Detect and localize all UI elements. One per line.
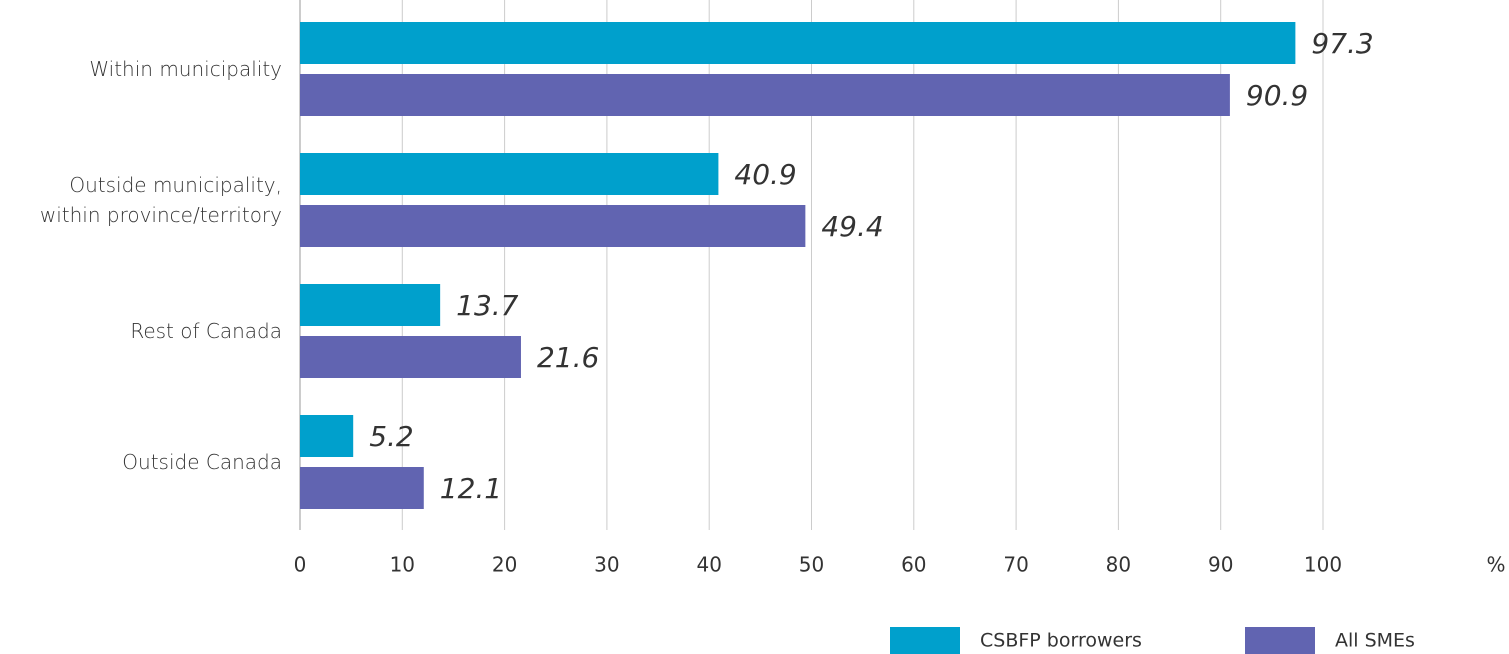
x-tick-label: 0: [294, 553, 307, 577]
category-label: Within municipality: [89, 57, 282, 81]
value-label: 49.4: [821, 210, 883, 243]
bar: [300, 153, 719, 195]
x-tick-label: 60: [901, 553, 926, 577]
x-tick-label: 100: [1304, 553, 1342, 577]
value-label: 12.1: [440, 472, 502, 505]
bar: [300, 284, 441, 326]
category-label: Outside Canada: [122, 450, 282, 474]
legend-swatch: [1245, 627, 1315, 654]
legend-label: CSBFP borrowers: [980, 630, 1142, 652]
bar: [300, 415, 354, 457]
bar: [300, 205, 806, 247]
category-label: Outside municipality, within province/te…: [39, 173, 282, 227]
value-label: 40.9: [734, 158, 796, 191]
bar: [300, 74, 1230, 116]
x-tick-label: 80: [1106, 553, 1131, 577]
value-label: 5.2: [369, 420, 414, 453]
x-tick-label: 10: [390, 553, 415, 577]
x-tick-label: 70: [1003, 553, 1028, 577]
value-label: 90.9: [1246, 79, 1308, 112]
value-label: 13.7: [456, 289, 519, 322]
value-label: 21.6: [537, 341, 599, 374]
x-tick-label: 40: [696, 553, 721, 577]
legend-swatch: [890, 627, 960, 654]
bar: [300, 22, 1296, 64]
value-label: 97.3: [1311, 27, 1373, 60]
x-axis-unit: %: [1486, 553, 1505, 577]
bar: [300, 467, 424, 509]
x-tick-label: 30: [594, 553, 619, 577]
x-tick-label: 50: [799, 553, 824, 577]
x-tick-label: 20: [492, 553, 517, 577]
category-label: Rest of Canada: [130, 319, 282, 343]
bar: [300, 336, 521, 378]
x-tick-label: 90: [1208, 553, 1233, 577]
legend-label: All SMEs: [1335, 630, 1415, 652]
